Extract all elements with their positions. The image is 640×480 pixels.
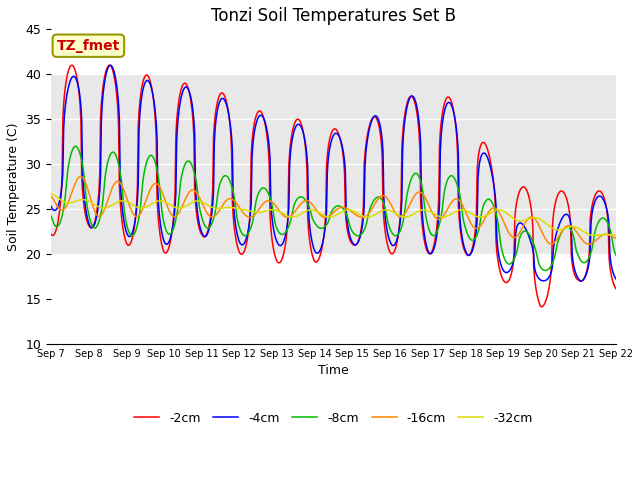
-8cm xyxy=(47,213,55,219)
Legend: -2cm, -4cm, -8cm, -16cm, -32cm: -2cm, -4cm, -8cm, -16cm, -32cm xyxy=(129,407,538,430)
-32cm xyxy=(561,226,568,231)
-16cm xyxy=(77,174,84,180)
Title: Tonzi Soil Temperatures Set B: Tonzi Soil Temperatures Set B xyxy=(211,7,456,25)
-32cm xyxy=(47,191,55,197)
-4cm xyxy=(381,208,388,214)
-4cm xyxy=(540,278,548,284)
-32cm xyxy=(612,232,620,238)
-32cm xyxy=(196,198,204,204)
-2cm xyxy=(436,129,444,135)
-8cm xyxy=(541,268,549,274)
Line: -2cm: -2cm xyxy=(51,65,616,307)
Text: TZ_fmet: TZ_fmet xyxy=(57,39,120,53)
Y-axis label: Soil Temperature (C): Soil Temperature (C) xyxy=(7,122,20,251)
-16cm xyxy=(196,196,204,202)
-4cm xyxy=(172,191,180,196)
-2cm xyxy=(172,133,180,139)
Bar xyxy=(51,254,616,344)
-2cm xyxy=(538,304,545,310)
-8cm xyxy=(196,208,204,214)
-32cm xyxy=(380,207,388,213)
-32cm xyxy=(591,232,598,238)
-32cm xyxy=(436,214,444,219)
X-axis label: Time: Time xyxy=(318,364,349,377)
-8cm xyxy=(172,217,180,223)
-2cm xyxy=(47,231,55,237)
-4cm xyxy=(436,149,444,155)
-32cm xyxy=(325,214,333,220)
-16cm xyxy=(561,225,569,230)
-32cm xyxy=(172,204,179,210)
-4cm xyxy=(562,211,570,217)
-8cm xyxy=(381,203,388,209)
-16cm xyxy=(172,214,180,219)
-2cm xyxy=(612,286,620,292)
-16cm xyxy=(47,194,55,200)
-8cm xyxy=(326,215,333,221)
-16cm xyxy=(436,216,444,222)
-16cm xyxy=(381,193,388,199)
-4cm xyxy=(196,225,204,230)
-2cm xyxy=(381,224,388,229)
-8cm xyxy=(612,252,620,258)
-16cm xyxy=(326,213,333,218)
-4cm xyxy=(326,146,333,152)
-8cm xyxy=(436,218,444,224)
-2cm xyxy=(326,136,333,142)
Line: -16cm: -16cm xyxy=(51,177,616,244)
-16cm xyxy=(585,241,593,247)
-4cm xyxy=(47,204,55,209)
-8cm xyxy=(562,224,570,230)
Line: -8cm: -8cm xyxy=(51,146,616,271)
Line: -4cm: -4cm xyxy=(51,65,616,281)
-2cm xyxy=(196,228,204,234)
-16cm xyxy=(612,236,620,241)
Bar xyxy=(51,29,616,74)
-4cm xyxy=(107,62,115,68)
-2cm xyxy=(68,62,76,68)
-4cm xyxy=(612,276,620,282)
Line: -32cm: -32cm xyxy=(51,194,616,235)
-8cm xyxy=(72,144,79,149)
-2cm xyxy=(562,193,570,199)
